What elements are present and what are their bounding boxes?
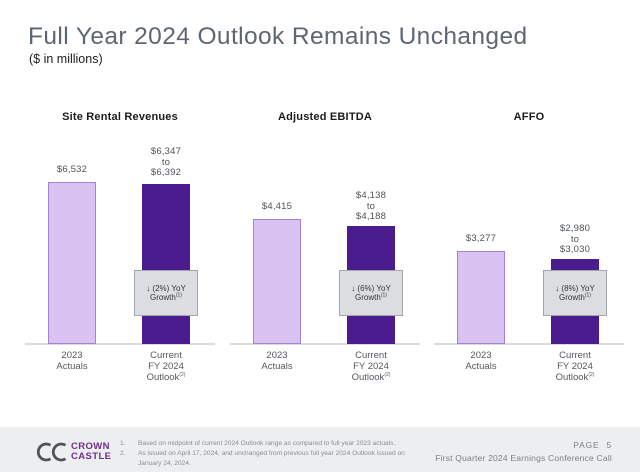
outlook-high: $6,392 <box>150 167 182 178</box>
category-label-fy2024-outlook: Current FY 2024 Outlook(2) <box>555 350 595 383</box>
yoy-growth-line1: ↓ (8%) YoY <box>555 283 595 293</box>
footnote-ref-1: (1) <box>584 292 591 299</box>
yoy-growth-line2: Growth(1) <box>559 292 591 302</box>
yoy-growth-callout: ↓ (8%) YoY Growth(1) <box>543 270 607 316</box>
yoy-growth-line1: ↓ (2%) YoY <box>146 283 186 293</box>
outlook-to: to <box>161 156 171 168</box>
footnote-ref-1: (1) <box>175 292 182 299</box>
value-label-2023: $6,532 <box>56 164 88 175</box>
category-label-2023-actuals: 2023 Actuals <box>56 350 88 372</box>
value-label-outlook: $6,347 to $6,392 <box>121 146 211 179</box>
yoy-growth-line1: ↓ (6%) YoY <box>351 283 391 293</box>
category-label-2023-actuals: 2023 Actuals <box>261 350 293 372</box>
footnote-ref-2: (2) <box>384 371 391 378</box>
chart-title: Adjusted EBITDA <box>277 111 373 123</box>
outlook-low: $2,980 <box>559 223 591 234</box>
chart-adjusted-ebitda: Adjusted EBITDA $4,415 $4,138 to $4,188 … <box>230 108 420 408</box>
value-label-outlook: $2,980 to $3,030 <box>530 223 620 256</box>
outlook-to: to <box>570 233 580 245</box>
footnote-ref-1: (1) <box>380 292 387 299</box>
footer-band <box>0 427 640 472</box>
axis-baseline <box>434 343 624 345</box>
page-title: Full Year 2024 Outlook Remains Unchanged <box>28 23 528 50</box>
category-label-2023-actuals: 2023 Actuals <box>465 350 497 372</box>
footnote-ref-2: (2) <box>179 371 186 378</box>
page-info: PAGE 5 First Quarter 2024 Earnings Confer… <box>435 440 612 463</box>
outlook-low: $4,138 <box>355 190 387 201</box>
yoy-growth-line2: Growth(1) <box>150 292 182 302</box>
bar-2023-actuals <box>457 251 505 344</box>
outlook-high: $3,030 <box>559 244 591 255</box>
value-label-outlook: $4,138 to $4,188 <box>326 190 416 223</box>
conference-call-line: First Quarter 2024 Earnings Conference C… <box>435 453 612 463</box>
yoy-growth-callout: ↓ (2%) YoY Growth(1) <box>134 270 198 316</box>
bar-fy2024-outlook <box>142 184 190 344</box>
yoy-growth-line2: Growth(1) <box>355 292 387 302</box>
outlook-high: $4,188 <box>355 211 387 222</box>
page-number: 5 <box>606 440 612 450</box>
axis-baseline <box>25 343 215 345</box>
page-number-line: PAGE 5 <box>573 440 612 450</box>
chart-title: Site Rental Revenues <box>62 111 178 123</box>
bar-2023-actuals <box>48 182 96 344</box>
chart-title: AFFO <box>513 111 545 123</box>
category-label-fy2024-outlook: Current FY 2024 Outlook(2) <box>351 350 391 383</box>
chart-affo: AFFO $3,277 $2,980 to $3,030 ↓ (8%) YoY … <box>434 108 624 408</box>
page-subtitle: ($ in millions) <box>29 52 103 66</box>
bar-2023-actuals <box>253 219 301 344</box>
crown-castle-logo-icon <box>36 442 67 462</box>
footnote-1: 1. Based on midpoint of current 2024 Out… <box>120 440 396 447</box>
footnote-ref-2: (2) <box>588 371 595 378</box>
category-label-fy2024-outlook: Current FY 2024 Outlook(2) <box>146 350 186 383</box>
axis-baseline <box>230 343 420 345</box>
outlook-low: $6,347 <box>150 146 182 157</box>
chart-site-rental-revenues: Site Rental Revenues $6,532 $6,347 to $6… <box>25 108 215 408</box>
yoy-growth-callout: ↓ (6%) YoY Growth(1) <box>339 270 403 316</box>
crown-castle-wordmark: CROWN CASTLE <box>71 441 112 462</box>
footnotes: 1. Based on midpoint of current 2024 Out… <box>120 439 420 469</box>
footnote-2: 2. As issued on April 17, 2024, and unch… <box>120 449 405 467</box>
value-label-2023: $4,415 <box>261 201 293 212</box>
value-label-2023: $3,277 <box>465 233 497 244</box>
outlook-to: to <box>366 200 376 212</box>
